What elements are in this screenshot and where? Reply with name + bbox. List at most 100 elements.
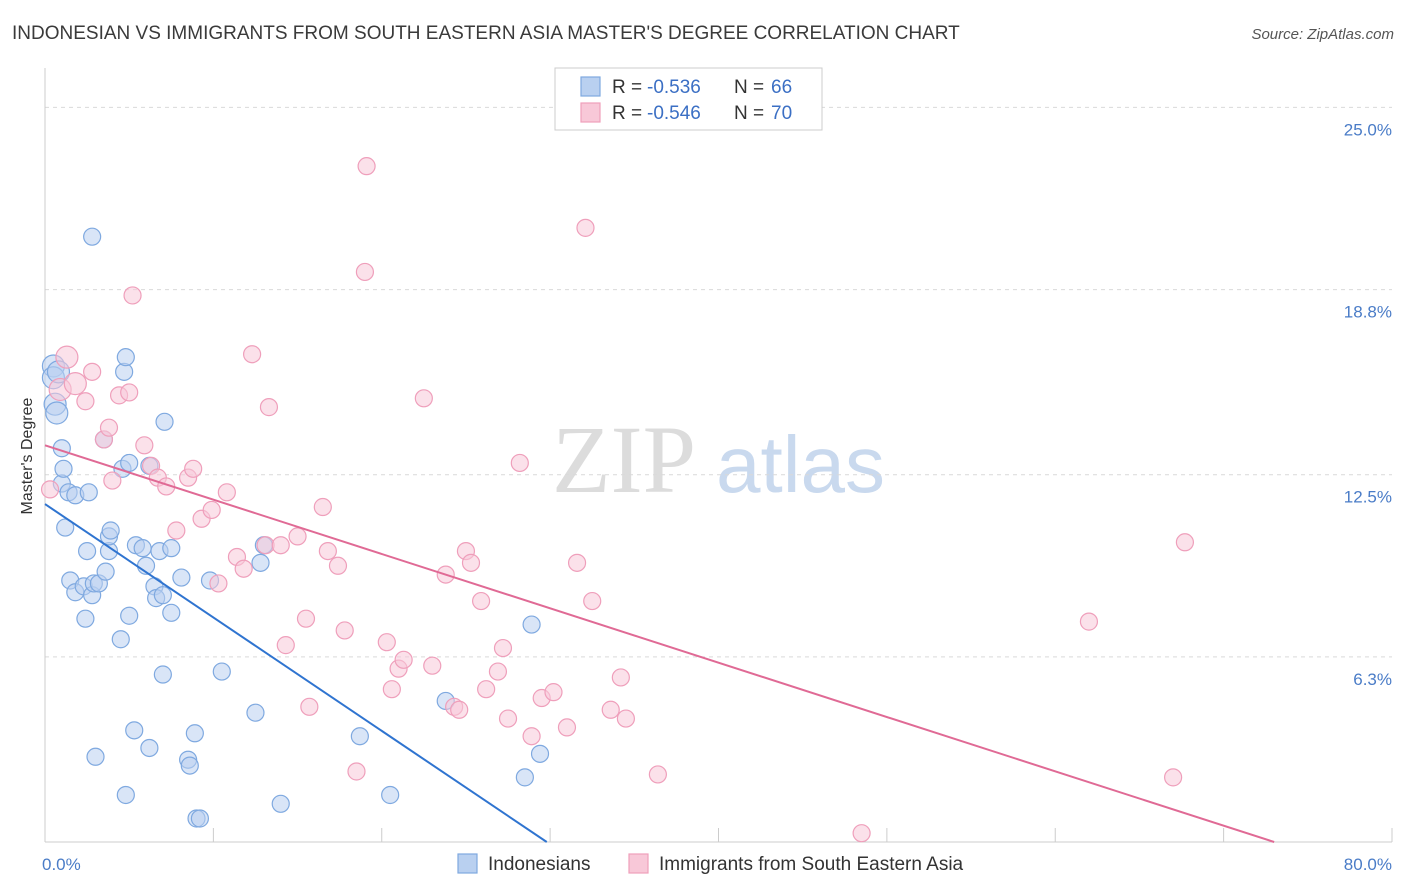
chart-source: Source: ZipAtlas.com bbox=[1251, 26, 1394, 43]
point-immigrants-5 bbox=[83, 362, 102, 381]
trend-line-immigrants bbox=[44, 444, 1275, 843]
point-immigrants-18 bbox=[184, 459, 203, 478]
correlation-legend: R = -0.536 N = 66 R = -0.546 N = 70 bbox=[554, 67, 823, 131]
point-immigrants-21 bbox=[209, 574, 228, 593]
point-immigrants-27 bbox=[259, 398, 279, 417]
point-indonesians-46 bbox=[116, 785, 135, 805]
y-axis-label: Master's Degree bbox=[19, 397, 36, 514]
point-immigrants-71 bbox=[1175, 533, 1194, 552]
point-indonesians-64 bbox=[522, 615, 541, 634]
point-immigrants-50 bbox=[461, 553, 481, 572]
point-immigrants-43 bbox=[394, 650, 413, 669]
point-indonesians-11 bbox=[79, 483, 98, 502]
trend-line-indonesians bbox=[44, 503, 548, 843]
point-indonesians-47 bbox=[86, 747, 105, 766]
y-tick-label-0: 25.0% bbox=[1344, 120, 1392, 139]
series-legend-label-immigrants: Immigrants from South Eastern Asia bbox=[659, 854, 964, 875]
point-indonesians-42 bbox=[162, 603, 181, 622]
point-immigrants-16 bbox=[167, 521, 186, 540]
point-immigrants-8 bbox=[103, 471, 122, 490]
point-indonesians-39 bbox=[153, 586, 172, 605]
point-indonesians-25 bbox=[101, 521, 120, 540]
point-immigrants-32 bbox=[300, 697, 319, 716]
axes bbox=[44, 68, 1393, 843]
series-legend-label-indonesians: Indonesians bbox=[488, 854, 590, 875]
point-indonesians-30 bbox=[120, 606, 139, 625]
point-immigrants-70 bbox=[1164, 768, 1183, 787]
y-tick-label-2: 12.5% bbox=[1344, 488, 1392, 507]
point-immigrants-2 bbox=[55, 345, 79, 369]
point-immigrants-59 bbox=[544, 683, 563, 702]
legend-swatch-indonesians bbox=[580, 76, 601, 97]
point-indonesians-55 bbox=[212, 662, 231, 681]
point-immigrants-65 bbox=[611, 668, 630, 687]
series-legend-swatch-indonesians bbox=[457, 853, 478, 874]
point-immigrants-26 bbox=[256, 536, 275, 555]
trend-lines bbox=[44, 444, 1275, 843]
point-immigrants-37 bbox=[347, 762, 366, 781]
legend-n-label-indonesians: N = bbox=[734, 77, 769, 98]
point-indonesians-51 bbox=[185, 724, 204, 743]
point-indonesians-31 bbox=[120, 453, 139, 473]
point-immigrants-62 bbox=[576, 218, 595, 237]
point-immigrants-57 bbox=[522, 727, 541, 746]
point-indonesians-56 bbox=[246, 703, 265, 722]
point-indonesians-53 bbox=[190, 809, 210, 828]
point-indonesians-50 bbox=[180, 756, 199, 775]
point-indonesians-44 bbox=[172, 568, 191, 587]
point-indonesians-12 bbox=[77, 541, 97, 561]
point-immigrants-24 bbox=[234, 559, 253, 578]
watermark-zip: ZIP bbox=[552, 406, 696, 513]
point-indonesians-29 bbox=[116, 348, 135, 367]
legend-swatch-immigrants bbox=[580, 102, 601, 123]
point-indonesians-33 bbox=[133, 539, 152, 558]
point-immigrants-33 bbox=[313, 497, 332, 517]
legend-n-value-indonesians: 66 bbox=[771, 77, 792, 98]
point-indonesians-65 bbox=[530, 744, 550, 763]
legend-r-label-indonesians: R = bbox=[612, 77, 647, 98]
point-immigrants-28 bbox=[271, 536, 290, 555]
point-immigrants-40 bbox=[377, 633, 396, 652]
point-immigrants-38 bbox=[355, 262, 375, 282]
legend-n-value-immigrants: 70 bbox=[771, 103, 792, 124]
point-immigrants-66 bbox=[616, 709, 635, 728]
point-indonesians-45 bbox=[125, 721, 144, 740]
scatter-points bbox=[40, 157, 1194, 843]
watermark-atlas: atlas bbox=[716, 420, 885, 509]
point-indonesians-60 bbox=[350, 727, 369, 746]
point-immigrants-36 bbox=[335, 621, 354, 640]
point-immigrants-45 bbox=[423, 656, 442, 675]
series-legend: Indonesians Immigrants from South Easter… bbox=[457, 853, 964, 875]
point-immigrants-34 bbox=[318, 541, 337, 561]
point-immigrants-10 bbox=[120, 383, 139, 402]
point-indonesians-18 bbox=[83, 227, 102, 246]
point-indonesians-7 bbox=[54, 459, 73, 478]
point-indonesians-57 bbox=[251, 553, 270, 572]
point-indonesians-61 bbox=[381, 785, 400, 805]
point-immigrants-12 bbox=[135, 436, 154, 455]
point-indonesians-43 bbox=[162, 539, 181, 558]
point-immigrants-63 bbox=[583, 591, 602, 611]
point-immigrants-60 bbox=[557, 718, 577, 737]
legend-r-label-immigrants: R = bbox=[612, 103, 647, 124]
point-immigrants-7 bbox=[99, 418, 119, 437]
point-immigrants-30 bbox=[288, 527, 307, 546]
y-tick-labels: 25.0% 18.8% 12.5% 6.3% bbox=[1344, 120, 1392, 688]
point-immigrants-20 bbox=[202, 500, 221, 520]
point-immigrants-68 bbox=[852, 824, 871, 843]
point-immigrants-53 bbox=[488, 662, 508, 681]
x-tick-label-right: 80.0% bbox=[1344, 855, 1392, 874]
y-tick-label-1: 18.8% bbox=[1344, 303, 1392, 322]
point-immigrants-41 bbox=[382, 680, 401, 699]
point-indonesians-63 bbox=[515, 768, 534, 787]
point-immigrants-39 bbox=[357, 157, 376, 176]
series-legend-swatch-immigrants bbox=[628, 853, 649, 874]
point-immigrants-4 bbox=[76, 392, 95, 411]
point-immigrants-11 bbox=[123, 286, 142, 305]
point-immigrants-35 bbox=[328, 556, 348, 575]
point-indonesians-48 bbox=[140, 738, 159, 758]
point-immigrants-64 bbox=[601, 700, 620, 719]
chart-title: INDONESIAN VS IMMIGRANTS FROM SOUTH EAST… bbox=[12, 23, 960, 44]
point-indonesians-3 bbox=[45, 401, 69, 425]
point-immigrants-22 bbox=[217, 483, 236, 502]
